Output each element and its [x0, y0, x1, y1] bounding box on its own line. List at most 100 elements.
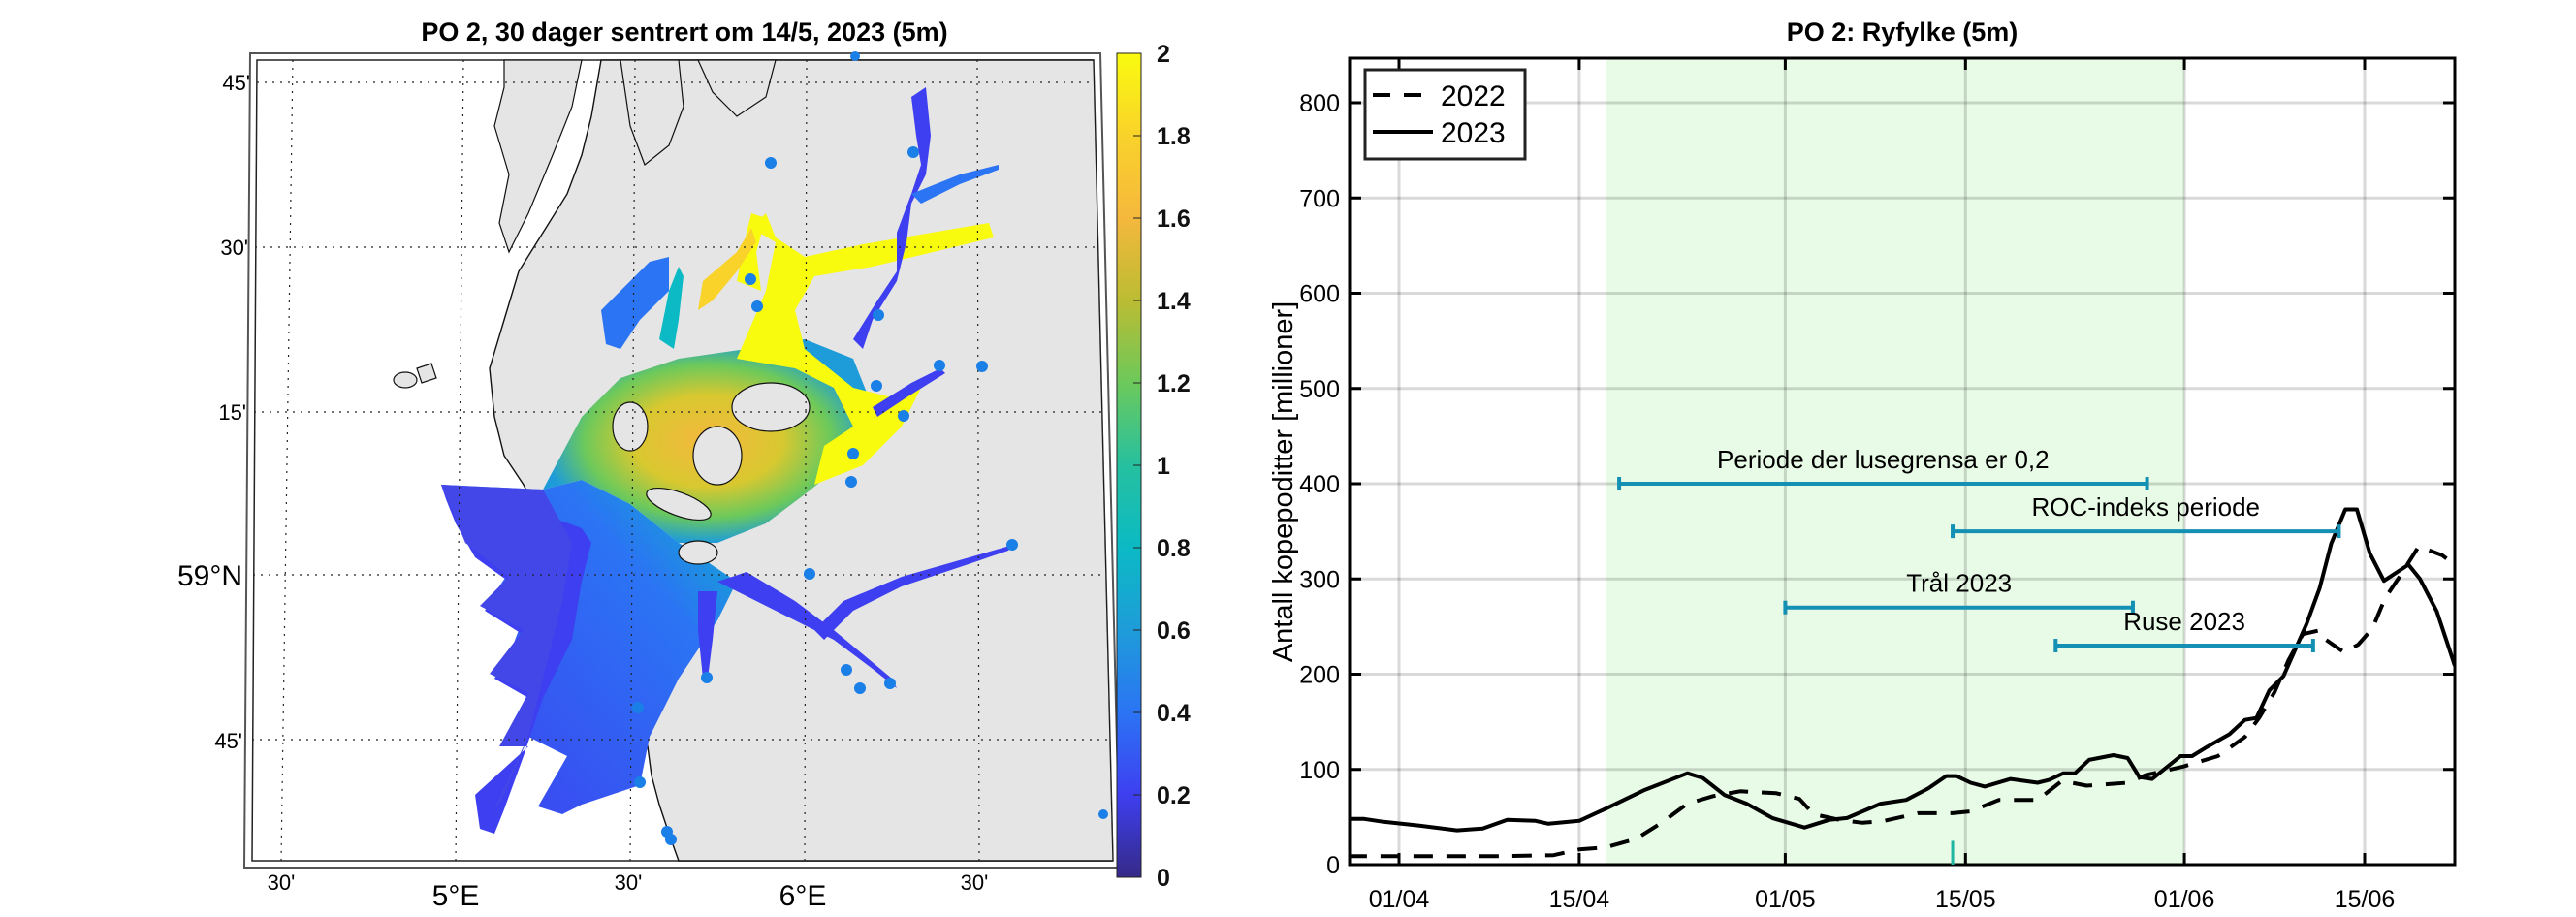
- x-tick-label: 01/06: [2154, 886, 2215, 913]
- station-dot: [884, 678, 896, 689]
- station-dot: [841, 664, 852, 676]
- legend: 2022 2023: [1363, 68, 1527, 161]
- sea-fjord-south-left: [698, 591, 717, 679]
- station-dot: [845, 476, 857, 488]
- colorbar-tick-label: 1.2: [1157, 370, 1191, 397]
- y-tick-label: 600: [1299, 281, 1340, 308]
- legend-label: 2022: [1441, 80, 1506, 112]
- series-group: [1350, 507, 2455, 859]
- station-dot: [751, 300, 763, 312]
- station-dot: [898, 410, 909, 422]
- island-mid: [692, 426, 743, 486]
- land-north-islands: [493, 59, 583, 254]
- colorbar-tick-label: 2: [1157, 41, 1170, 68]
- island-sw: [678, 540, 718, 565]
- map-title: PO 2, 30 dager sentrert om 14/5, 2023 (5…: [421, 17, 947, 47]
- annotation-label: Ruse 2023: [2123, 607, 2245, 636]
- annotation-label: ROC-indeks periode: [2031, 492, 2260, 522]
- sea-offshore-fill: [441, 485, 572, 819]
- y-tick-label: 100: [1299, 757, 1340, 784]
- island-west: [612, 401, 649, 452]
- island-outer: [393, 371, 418, 389]
- colorbar-tick-label: 0: [1157, 865, 1170, 892]
- lat-label: 15': [218, 400, 246, 425]
- lon-label: 5°E: [432, 880, 480, 912]
- colorbar-tick-label: 0.2: [1157, 782, 1191, 809]
- map-graticule: [252, 59, 1111, 862]
- lat-label: 45': [222, 71, 250, 95]
- legend-box: [1363, 68, 1527, 161]
- colorbar-tick-label: 0.6: [1157, 617, 1191, 645]
- lat-label: 30': [220, 236, 248, 260]
- stations: [632, 146, 1108, 845]
- colorbar-tick-label: 0.8: [1157, 535, 1191, 562]
- chart-title: PO 2: Ryfylke (5m): [1787, 17, 2019, 47]
- station-dot: [854, 682, 866, 694]
- y-tick-label: 800: [1299, 90, 1340, 117]
- station-dot: [765, 157, 777, 169]
- series-line-2022: [1350, 544, 2455, 859]
- sea-fjord-southeast: [873, 368, 945, 417]
- x-tick-label: 01/04: [1369, 886, 1430, 913]
- x-tick-label: 01/05: [1755, 886, 1816, 913]
- chart-body: 0 100 200 300 400 500 600 700 800 01/04 15/04 01/05…: [1299, 56, 2457, 913]
- colorbar-tick-label: 1.6: [1157, 206, 1191, 233]
- colorbar-tick-label: 1: [1157, 453, 1170, 480]
- y-tick-label: 400: [1299, 471, 1340, 498]
- sea-fjord-south-east-long: [814, 545, 1013, 640]
- station-dot: [1098, 809, 1108, 819]
- lat-label: 59°N: [177, 560, 242, 592]
- station-dot: [632, 702, 644, 713]
- station-dot: [804, 568, 815, 580]
- sea-fjord-east-branch: [911, 165, 999, 204]
- x-tick-label: 15/05: [1935, 886, 1996, 913]
- map-panel: PO 2, 30 dager sentrert om 14/5, 2023 (5…: [177, 17, 1191, 912]
- station-dot: [934, 360, 945, 371]
- station-dot: [976, 361, 988, 372]
- sea-fjord-north: [737, 213, 766, 291]
- island-south: [646, 487, 712, 522]
- station-dot: [665, 834, 677, 845]
- sea-fjord-south-long: [717, 572, 897, 688]
- sea-fjord-yellow-east: [737, 213, 994, 485]
- map-content: [252, 59, 1113, 862]
- y-tick-label: 0: [1326, 852, 1340, 879]
- lon-label: 30': [268, 870, 296, 895]
- y-tick-label: 500: [1299, 376, 1340, 403]
- colorbar: 0 0.2 0.4 0.6 0.8 1 1.2 1.4 1.6 1.8 2: [1116, 41, 1191, 892]
- y-tick-label: 300: [1299, 566, 1340, 593]
- station-dot: [907, 146, 919, 158]
- station-dot: [871, 380, 882, 392]
- annotation-label: Trål 2023: [1906, 569, 2012, 598]
- shaded-period: [1606, 58, 2185, 865]
- x-tick-label: 15/06: [2335, 886, 2396, 913]
- lon-label: 6°E: [779, 880, 827, 912]
- land-island-a: [620, 59, 684, 166]
- sea-fjord-east-blue: [853, 87, 931, 349]
- colorbar-tick-label: 0.4: [1157, 700, 1191, 727]
- sea-fjord-nw-yellow: [698, 228, 756, 310]
- y-axis-label: Antall kopepoditter [millioner]: [1268, 301, 1299, 662]
- y-tick-label: 200: [1299, 662, 1340, 689]
- station-dot: [873, 309, 884, 321]
- station-dot: [847, 448, 859, 459]
- colorbar-tick-label: 1.8: [1157, 123, 1191, 150]
- station-dot: [634, 776, 646, 788]
- colorbar-ticks: 0 0.2 0.4 0.6 0.8 1 1.2 1.4 1.6 1.8 2: [1133, 41, 1191, 892]
- sea-fjord-west-arm-2: [659, 267, 684, 349]
- sea-fjord-west-arm: [601, 257, 669, 349]
- lat-label: 45': [214, 729, 242, 753]
- station-dot: [1006, 539, 1018, 551]
- colorbar-tick-label: 1.4: [1157, 288, 1191, 315]
- station-dot: [745, 273, 756, 285]
- station-dot: [850, 51, 860, 61]
- annotation-label: Periode der lusegrensa er 0,2: [1717, 445, 2050, 474]
- axes-box: [1348, 56, 2457, 867]
- legend-label: 2023: [1441, 117, 1506, 149]
- x-tick-label: 15/04: [1549, 886, 1610, 913]
- lon-label: 30': [961, 870, 989, 895]
- land-island-c: [416, 363, 437, 384]
- island-large: [731, 382, 811, 432]
- y-tick-label: 700: [1299, 185, 1340, 212]
